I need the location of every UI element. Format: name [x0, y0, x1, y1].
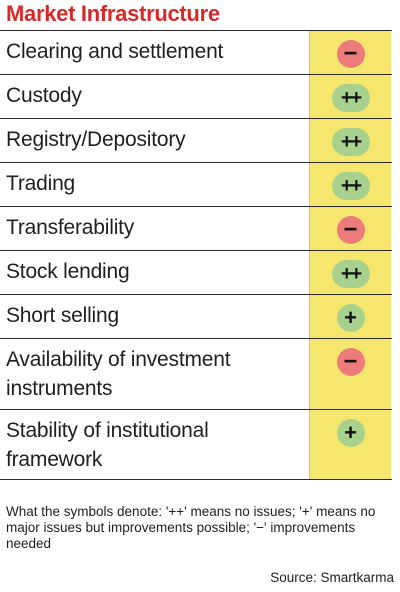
rating-cell: ++	[309, 75, 391, 118]
row-label: Clearing and settlement	[6, 40, 224, 63]
table-row: Clearing and settlement −	[0, 30, 392, 74]
row-label: Short selling	[6, 304, 119, 327]
double-plus-icon: ++	[331, 84, 370, 112]
rating-cell: −	[309, 339, 391, 409]
row-label: Custody	[6, 84, 82, 107]
table-row: Short selling +	[0, 294, 392, 338]
rating-table: Clearing and settlement − Custody ++ Reg…	[0, 30, 392, 480]
rating-cell: +	[309, 410, 391, 479]
row-label: Transferability	[6, 216, 135, 239]
row-label: Trading	[6, 172, 76, 195]
rating-cell: +	[309, 295, 391, 338]
rating-cell: ++	[309, 163, 391, 206]
source-credit: Source: Smartkarma	[270, 570, 394, 585]
rating-cell: ++	[309, 251, 391, 294]
double-plus-icon: ++	[331, 172, 370, 200]
table-row: Trading ++	[0, 162, 392, 206]
table-bottom-divider	[0, 479, 392, 480]
row-label: Registry/Depository	[6, 128, 186, 151]
table-row: Stock lending ++	[0, 250, 392, 294]
double-plus-icon: ++	[331, 128, 370, 156]
row-label: Stock lending	[6, 260, 130, 283]
rating-cell: ++	[309, 119, 391, 162]
row-label: Stability of institutional framework	[6, 419, 209, 471]
table-row: Stability of institutional framework +	[0, 409, 392, 479]
rating-cell: −	[309, 31, 391, 74]
page-title: Market Infrastructure	[6, 1, 220, 26]
plus-icon: +	[336, 419, 365, 447]
symbol-legend-note: What the symbols denote: '++' means no i…	[6, 504, 376, 551]
table-row: Availability of investment instruments −	[0, 338, 392, 409]
table-row: Transferability −	[0, 206, 392, 250]
rating-cell: −	[309, 207, 391, 250]
table-row: Registry/Depository ++	[0, 118, 392, 162]
plus-icon: +	[336, 304, 365, 332]
row-label: Availability of investment instruments	[6, 348, 231, 400]
double-plus-icon: ++	[331, 260, 370, 288]
minus-icon: −	[336, 348, 365, 376]
minus-icon: −	[336, 216, 365, 244]
table-row: Custody ++	[0, 74, 392, 118]
minus-icon: −	[336, 40, 365, 68]
